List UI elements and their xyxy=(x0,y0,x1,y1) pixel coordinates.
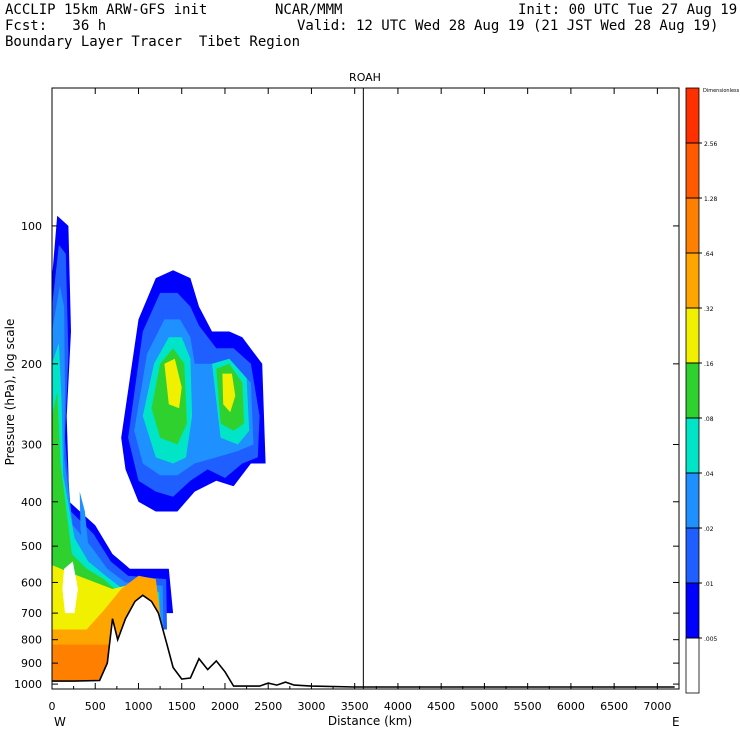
x-tick-label: 1500 xyxy=(168,700,196,713)
colorbar-label: .16 xyxy=(704,361,714,368)
colorbar-segment xyxy=(685,582,700,639)
forecast-hour: Fcst: 36 h xyxy=(5,18,107,34)
colorbar-segment xyxy=(685,472,700,529)
y-tick-label: 700 xyxy=(21,607,42,620)
tracer-region-surface xyxy=(52,644,115,685)
colorbar-segment xyxy=(685,637,700,694)
x-tick-label: 3000 xyxy=(297,700,325,713)
chart-title: ROAH xyxy=(349,71,381,84)
colorbar-segment xyxy=(685,307,700,364)
x-tick-label: 5500 xyxy=(514,700,542,713)
colorbar-label: .08 xyxy=(704,416,714,423)
x-tick-label: 2000 xyxy=(211,700,239,713)
upper-plume-level-6 xyxy=(164,358,182,409)
x-tick-label: 6500 xyxy=(600,700,628,713)
y-tick-label: 200 xyxy=(21,358,42,371)
colorbar-segment xyxy=(685,252,700,309)
colorbar-segment xyxy=(685,197,700,254)
colorbar-segment xyxy=(685,417,700,474)
upper-plume-level-6b xyxy=(222,373,236,413)
colorbar: .005 .01 .02 .04 .08 .16 .32 .64 1.28 2.56 Dimensi… xyxy=(685,87,740,694)
x-tick-label: 500 xyxy=(85,700,106,713)
colorbar-segment xyxy=(685,527,700,584)
x-axis-label: Distance (km) xyxy=(328,714,412,728)
x-tick-label: 7000 xyxy=(643,700,671,713)
y-tick-label: 300 xyxy=(21,439,42,452)
terrain-line xyxy=(52,594,675,688)
tracer-region-level-2 xyxy=(52,244,167,630)
y-axis: 100 200 300 400 500 600 700 800 900 1000 xyxy=(14,220,679,691)
x-axis: 0 500 1000 1500 2000 2500 3000 3500 4000 4500 5000… xyxy=(49,88,671,713)
y-tick-label: 400 xyxy=(21,496,42,509)
terrain-mask xyxy=(52,595,679,689)
org-label: NCAR/MMM xyxy=(275,2,343,18)
x-tick-label: 2500 xyxy=(254,700,282,713)
y-tick-label: 100 xyxy=(21,220,42,233)
x-tick-label: 4500 xyxy=(427,700,455,713)
colorbar-segment xyxy=(685,87,700,144)
model-title: ACCLIP 15km ARW-GFS init xyxy=(5,2,208,18)
colorbar-label: .01 xyxy=(704,581,714,588)
init-time: Init: 00 UTC Tue 27 Aug 19 xyxy=(518,2,738,18)
colorbar-label: 2.56 xyxy=(704,141,718,148)
x-tick-label: 1000 xyxy=(124,700,152,713)
y-tick-label: 900 xyxy=(21,657,42,670)
y-axis-label: Pressure (hPa), log scale xyxy=(3,319,17,466)
colorbar-label: .04 xyxy=(704,471,714,478)
x-tick-label: 6000 xyxy=(557,700,585,713)
colorbar-segment xyxy=(685,362,700,419)
colorbar-segment xyxy=(685,142,700,199)
tracer-gap xyxy=(62,561,78,614)
colorbar-label: .64 xyxy=(704,251,714,258)
east-label: E xyxy=(672,715,680,729)
y-tick-label: 800 xyxy=(21,634,42,647)
tracer-contours xyxy=(52,215,679,689)
x-tick-label: 5000 xyxy=(470,700,498,713)
colorbar-label: .005 xyxy=(704,636,718,643)
y-tick-label: 600 xyxy=(21,576,42,589)
field-title: Boundary Layer Tracer Tibet Region xyxy=(5,34,301,50)
x-tick-label: 3500 xyxy=(341,700,369,713)
colorbar-title: Dimensionless xyxy=(703,88,740,94)
y-tick-label: 500 xyxy=(21,540,42,553)
west-label: W xyxy=(54,715,66,729)
colorbar-label: .02 xyxy=(704,526,714,533)
plot-frame xyxy=(51,87,680,690)
colorbar-label: 1.28 xyxy=(704,196,718,203)
y-tick-label: 1000 xyxy=(14,678,42,691)
valid-time: Valid: 12 UTC Wed 28 Aug 19 (21 JST Wed … xyxy=(297,18,719,34)
x-tick-label: 4000 xyxy=(384,700,412,713)
colorbar-label: .32 xyxy=(704,306,714,313)
x-tick-label: 0 xyxy=(49,700,56,713)
tracer-gap-inner xyxy=(79,491,89,554)
